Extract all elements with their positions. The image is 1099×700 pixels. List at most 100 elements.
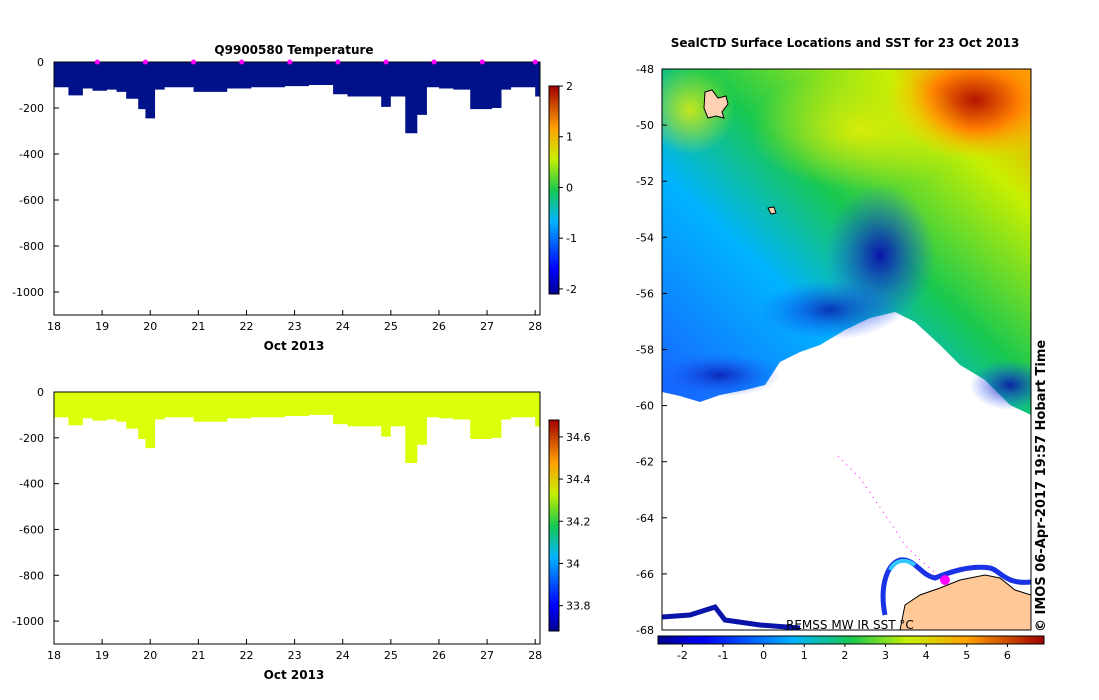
colorbar-tick-label: 0 <box>566 181 573 194</box>
y-tick-label: -400 <box>19 148 44 161</box>
temperature-plot-frame <box>53 61 541 316</box>
colorbar-tick-label: 33.8 <box>566 600 591 613</box>
y-tick-label: -400 <box>19 478 44 491</box>
x-tick-label: 24 <box>336 320 350 333</box>
antarctic-land <box>899 574 1031 630</box>
sst-colorbar-ticks: -2-101234567075808590 <box>677 644 1011 662</box>
temperature-colorbar-ticks: 2 1 0 -1 -2 <box>559 80 577 296</box>
salinity-x-axis-label: Oct 2013 <box>264 668 325 682</box>
x-tick-label: 22 <box>239 649 253 662</box>
colorbar-tick-label: 34.6 <box>566 431 591 444</box>
sst-colorbar-tick-label: 0 <box>760 649 767 662</box>
profile-fill-area <box>54 392 540 464</box>
seal-track <box>837 455 939 576</box>
profile-fill-area <box>54 62 540 134</box>
sst-colorbar-tick-label: 6 <box>1004 649 1011 662</box>
sst-map-latitude-axis: -48 -50 -52 -54 -56 -58 -60 -62 -64 -66 -68 <box>636 63 667 637</box>
salinity-colorbar <box>548 419 560 632</box>
sst-colorbar-tick-label: 1 <box>801 649 808 662</box>
lat-tick-label: -64 <box>636 512 654 525</box>
surface-marker <box>335 59 341 65</box>
x-tick-label: 21 <box>191 649 205 662</box>
sea-ice-edge-light <box>888 558 917 572</box>
temperature-profile-fill <box>54 62 540 134</box>
sst-colorbar-tick-label: 3 <box>882 649 889 662</box>
surface-marker <box>383 59 389 65</box>
sst-colorbar-tick-label: 2 <box>841 649 848 662</box>
sst-colorbar-tick-label: 4 <box>923 649 930 662</box>
x-tick-label: 18 <box>47 320 61 333</box>
salinity-colorbar-ticks: 34.6 34.4 34.2 34 33.8 <box>559 431 591 613</box>
colorbar-tick-label: 2 <box>566 80 573 93</box>
y-tick-label: -800 <box>19 240 44 253</box>
temperature-panel: Q9900580 Temperature 18 19 20 21 22 23 24 25 26 2… <box>12 43 577 353</box>
temperature-title: Q9900580 Temperature <box>214 43 373 57</box>
salinity-panel: 18 19 20 21 22 23 24 25 26 27 28 0 -200 -400 -600 -800… <box>12 386 590 682</box>
temperature-surface-markers <box>94 59 538 65</box>
temperature-x-axis-label: Oct 2013 <box>264 339 325 353</box>
y-tick-label: -1000 <box>12 286 44 299</box>
seal-surface-position <box>940 575 950 585</box>
surface-marker <box>287 59 293 65</box>
x-tick-label: 18 <box>47 649 61 662</box>
x-tick-label: 19 <box>95 320 109 333</box>
sst-map-panel: SealCTD Surface Locations and SST for 23… <box>636 36 1049 662</box>
salinity-x-axis: 18 19 20 21 22 23 24 25 26 27 28 <box>47 639 542 662</box>
island-icon <box>703 89 729 119</box>
x-tick-label: 26 <box>432 649 446 662</box>
sst-field <box>662 69 1031 630</box>
x-tick-label: 20 <box>143 649 157 662</box>
sst-yellow-region-west <box>662 69 735 155</box>
surface-marker <box>142 59 148 65</box>
sst-map-title: SealCTD Surface Locations and SST for 23… <box>671 36 1020 50</box>
lat-tick-label: -58 <box>636 344 654 357</box>
colorbar-tick-label: 34.2 <box>566 515 591 528</box>
y-tick-label: -200 <box>19 432 44 445</box>
x-tick-label: 28 <box>528 649 542 662</box>
x-tick-label: 27 <box>480 649 494 662</box>
sst-cold-patch-south <box>760 280 900 340</box>
colorbar-tick-label: 1 <box>566 131 573 144</box>
colorbar-tick-label: 34.4 <box>566 473 591 486</box>
x-tick-label: 28 <box>528 320 542 333</box>
salinity-profile-fill <box>54 392 540 464</box>
imos-credit: © IMOS 06-Apr-2017 19:57 Hobart Time <box>1034 340 1049 632</box>
y-tick-label: -1000 <box>12 615 44 628</box>
surface-marker <box>94 59 100 65</box>
sst-cold-patch-west <box>662 353 780 397</box>
lat-tick-label: -60 <box>636 400 654 413</box>
x-tick-label: 23 <box>288 649 302 662</box>
lat-tick-label: -54 <box>636 231 654 244</box>
temperature-colorbar <box>548 85 560 295</box>
y-tick-label: 0 <box>37 56 44 69</box>
sst-colorbar <box>657 635 1045 645</box>
surface-marker <box>191 59 197 65</box>
lat-tick-label: -56 <box>636 287 654 300</box>
x-tick-label: 27 <box>480 320 494 333</box>
x-tick-label: 26 <box>432 320 446 333</box>
y-tick-label: -600 <box>19 194 44 207</box>
x-tick-label: 21 <box>191 320 205 333</box>
surface-marker <box>239 59 245 65</box>
salinity-plot-frame <box>53 391 541 645</box>
sst-colorbar-tick-label: -2 <box>677 649 688 662</box>
sst-yellow-region <box>750 70 970 190</box>
salinity-y-axis: 0 -200 -400 -600 -800 -1000 <box>12 386 59 628</box>
small-island-icon <box>767 206 777 215</box>
temperature-y-axis: 0 -200 -400 -600 -800 -1000 <box>12 56 59 299</box>
sst-cold-patch-east <box>970 360 1031 410</box>
sst-colorbar-tick-label: -1 <box>718 649 729 662</box>
surface-marker <box>479 59 485 65</box>
x-tick-label: 25 <box>384 649 398 662</box>
lat-tick-label: -52 <box>636 175 654 188</box>
x-tick-label: 19 <box>95 649 109 662</box>
lat-tick-label: -66 <box>636 568 654 581</box>
x-tick-label: 25 <box>384 320 398 333</box>
sst-source-label: REMSS MW IR SST °C <box>786 618 914 632</box>
x-tick-label: 23 <box>288 320 302 333</box>
x-tick-label: 22 <box>239 320 253 333</box>
colorbar-tick-label: 34 <box>566 557 580 570</box>
sst-colorbar-tick-label: 5 <box>963 649 970 662</box>
lat-tick-label: -68 <box>636 624 654 637</box>
